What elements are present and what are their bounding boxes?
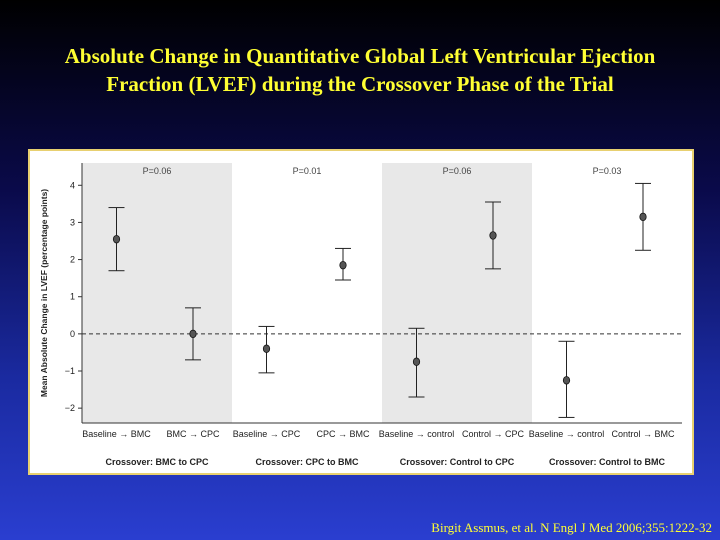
mean-point (412, 357, 421, 366)
y-tick-label: −2 (65, 403, 75, 413)
slide-title: Absolute Change in Quantitative Global L… (0, 42, 720, 98)
x-tick-label: Baseline → CPC (233, 429, 301, 439)
mean-point (639, 212, 647, 222)
y-tick-label: 1 (70, 292, 75, 302)
y-tick-label: −1 (65, 366, 75, 376)
group-shade (82, 163, 232, 423)
x-tick-label: Control → CPC (462, 429, 525, 439)
title-line-2: Fraction (LVEF) during the Crossover Pha… (106, 72, 614, 96)
group-label: Crossover: CPC to BMC (255, 457, 359, 467)
y-axis-label: Mean Absolute Change in LVEF (percentage… (39, 189, 49, 397)
p-value-label: P=0.06 (143, 166, 172, 176)
chart-svg: P=0.06 P=0.01 P=0.06 P=0.03 4 3 2 1 0 −1 −2 Mean Ab… (39, 163, 682, 467)
x-tick-label: Baseline → BMC (82, 429, 151, 439)
y-tick-label: 3 (70, 217, 75, 227)
mean-point (562, 376, 571, 385)
title-line-1: Absolute Change in Quantitative Global L… (64, 44, 656, 68)
p-value-label: P=0.06 (443, 166, 472, 176)
y-tick-label: 4 (70, 180, 75, 190)
x-tick-label: CPC → BMC (316, 429, 370, 439)
x-tick-label: Baseline → control (379, 429, 455, 439)
group-shade (382, 163, 532, 423)
x-tick-label: Control → BMC (611, 429, 675, 439)
mean-point (112, 234, 121, 244)
x-tick-label: Baseline → control (529, 429, 605, 439)
chart-panel: P=0.06 P=0.01 P=0.06 P=0.03 4 3 2 1 0 −1 −2 Mean Ab… (28, 149, 694, 475)
group-label: Crossover: Control to CPC (400, 457, 515, 467)
p-value-label: P=0.03 (593, 166, 622, 176)
y-tick-label: 2 (70, 255, 75, 265)
citation: Birgit Assmus, et al. N Engl J Med 2006;… (431, 520, 712, 535)
mean-point (262, 344, 271, 353)
x-tick-label: BMC → CPC (166, 429, 220, 439)
p-value-label: P=0.01 (293, 166, 322, 176)
group-label: Crossover: BMC to CPC (105, 457, 209, 467)
group-label: Crossover: Control to BMC (549, 457, 666, 467)
mean-point (339, 260, 347, 270)
mean-point (189, 329, 197, 339)
mean-point (489, 231, 497, 240)
y-tick-label: 0 (70, 329, 75, 339)
